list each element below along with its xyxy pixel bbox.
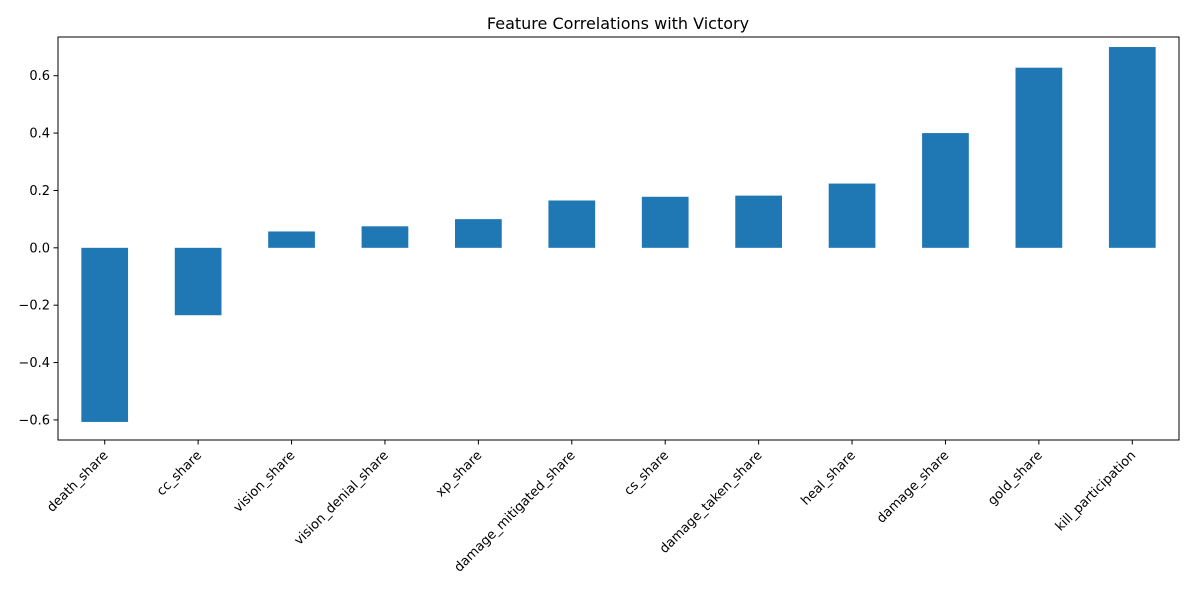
y-tick-label: 0.2	[29, 184, 50, 199]
y-tick-label: 0.0	[29, 241, 50, 256]
x-tick-label-heal_share: heal_share	[799, 448, 859, 508]
chart-title: Feature Correlations with Victory	[487, 14, 749, 33]
x-tick-label-cc_share: cc_share	[154, 448, 205, 499]
bar-vision_share	[268, 231, 315, 248]
bar-damage_mitigated_share	[548, 200, 596, 248]
bar-cc_share	[174, 247, 222, 316]
bar-damage_share	[922, 133, 969, 248]
y-tick-label: 0.6	[29, 69, 50, 84]
x-tick-label-vision_share: vision_share	[231, 448, 298, 515]
bar-cs_share	[641, 196, 689, 248]
bar-xp_share	[455, 219, 502, 248]
x-tick-label-vision_denial_share: vision_denial_share	[292, 448, 392, 548]
bar-gold_share	[1015, 67, 1063, 248]
x-tick-label-kill_participation: kill_participation	[1053, 448, 1139, 534]
y-tick-label: −0.2	[18, 299, 50, 314]
bar-damage_taken_share	[735, 195, 782, 248]
x-tick-label-damage_share: damage_share	[874, 448, 952, 526]
y-axis: −0.6 −0.4 −0.2 0.0 0.2 0.4 0.6	[18, 69, 58, 428]
x-tick-label-damage_taken_share: damage_taken_share	[657, 448, 766, 557]
bar-kill_participation	[1108, 47, 1156, 248]
bar-death_share	[81, 247, 129, 422]
y-tick-label: −0.4	[18, 356, 50, 371]
y-tick-label: 0.4	[29, 127, 50, 142]
x-axis: death_share cc_share vision_sharevision_de…	[44, 440, 1139, 575]
x-tick-label-xp_share: xp_share	[433, 448, 485, 500]
y-tick-label: −0.6	[18, 413, 50, 428]
x-tick-label-death_share: death_share	[44, 448, 111, 515]
bar-heal_share	[828, 183, 876, 248]
bars-layer	[81, 47, 1156, 422]
plot-frame	[57, 36, 1180, 441]
x-tick-label-gold_share: gold_share	[985, 448, 1046, 509]
bar-vision_denial_share	[361, 226, 409, 248]
x-tick-label-cs_share: cs_share	[622, 448, 673, 499]
